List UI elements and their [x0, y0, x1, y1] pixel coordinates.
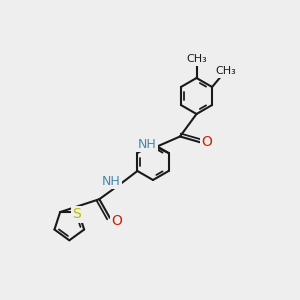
Text: O: O: [201, 136, 212, 149]
Text: CH₃: CH₃: [215, 66, 236, 76]
Text: CH₃: CH₃: [186, 54, 207, 64]
Text: S: S: [73, 208, 81, 221]
Text: NH: NH: [138, 137, 157, 151]
Text: O: O: [111, 214, 122, 228]
Text: NH: NH: [102, 175, 121, 188]
